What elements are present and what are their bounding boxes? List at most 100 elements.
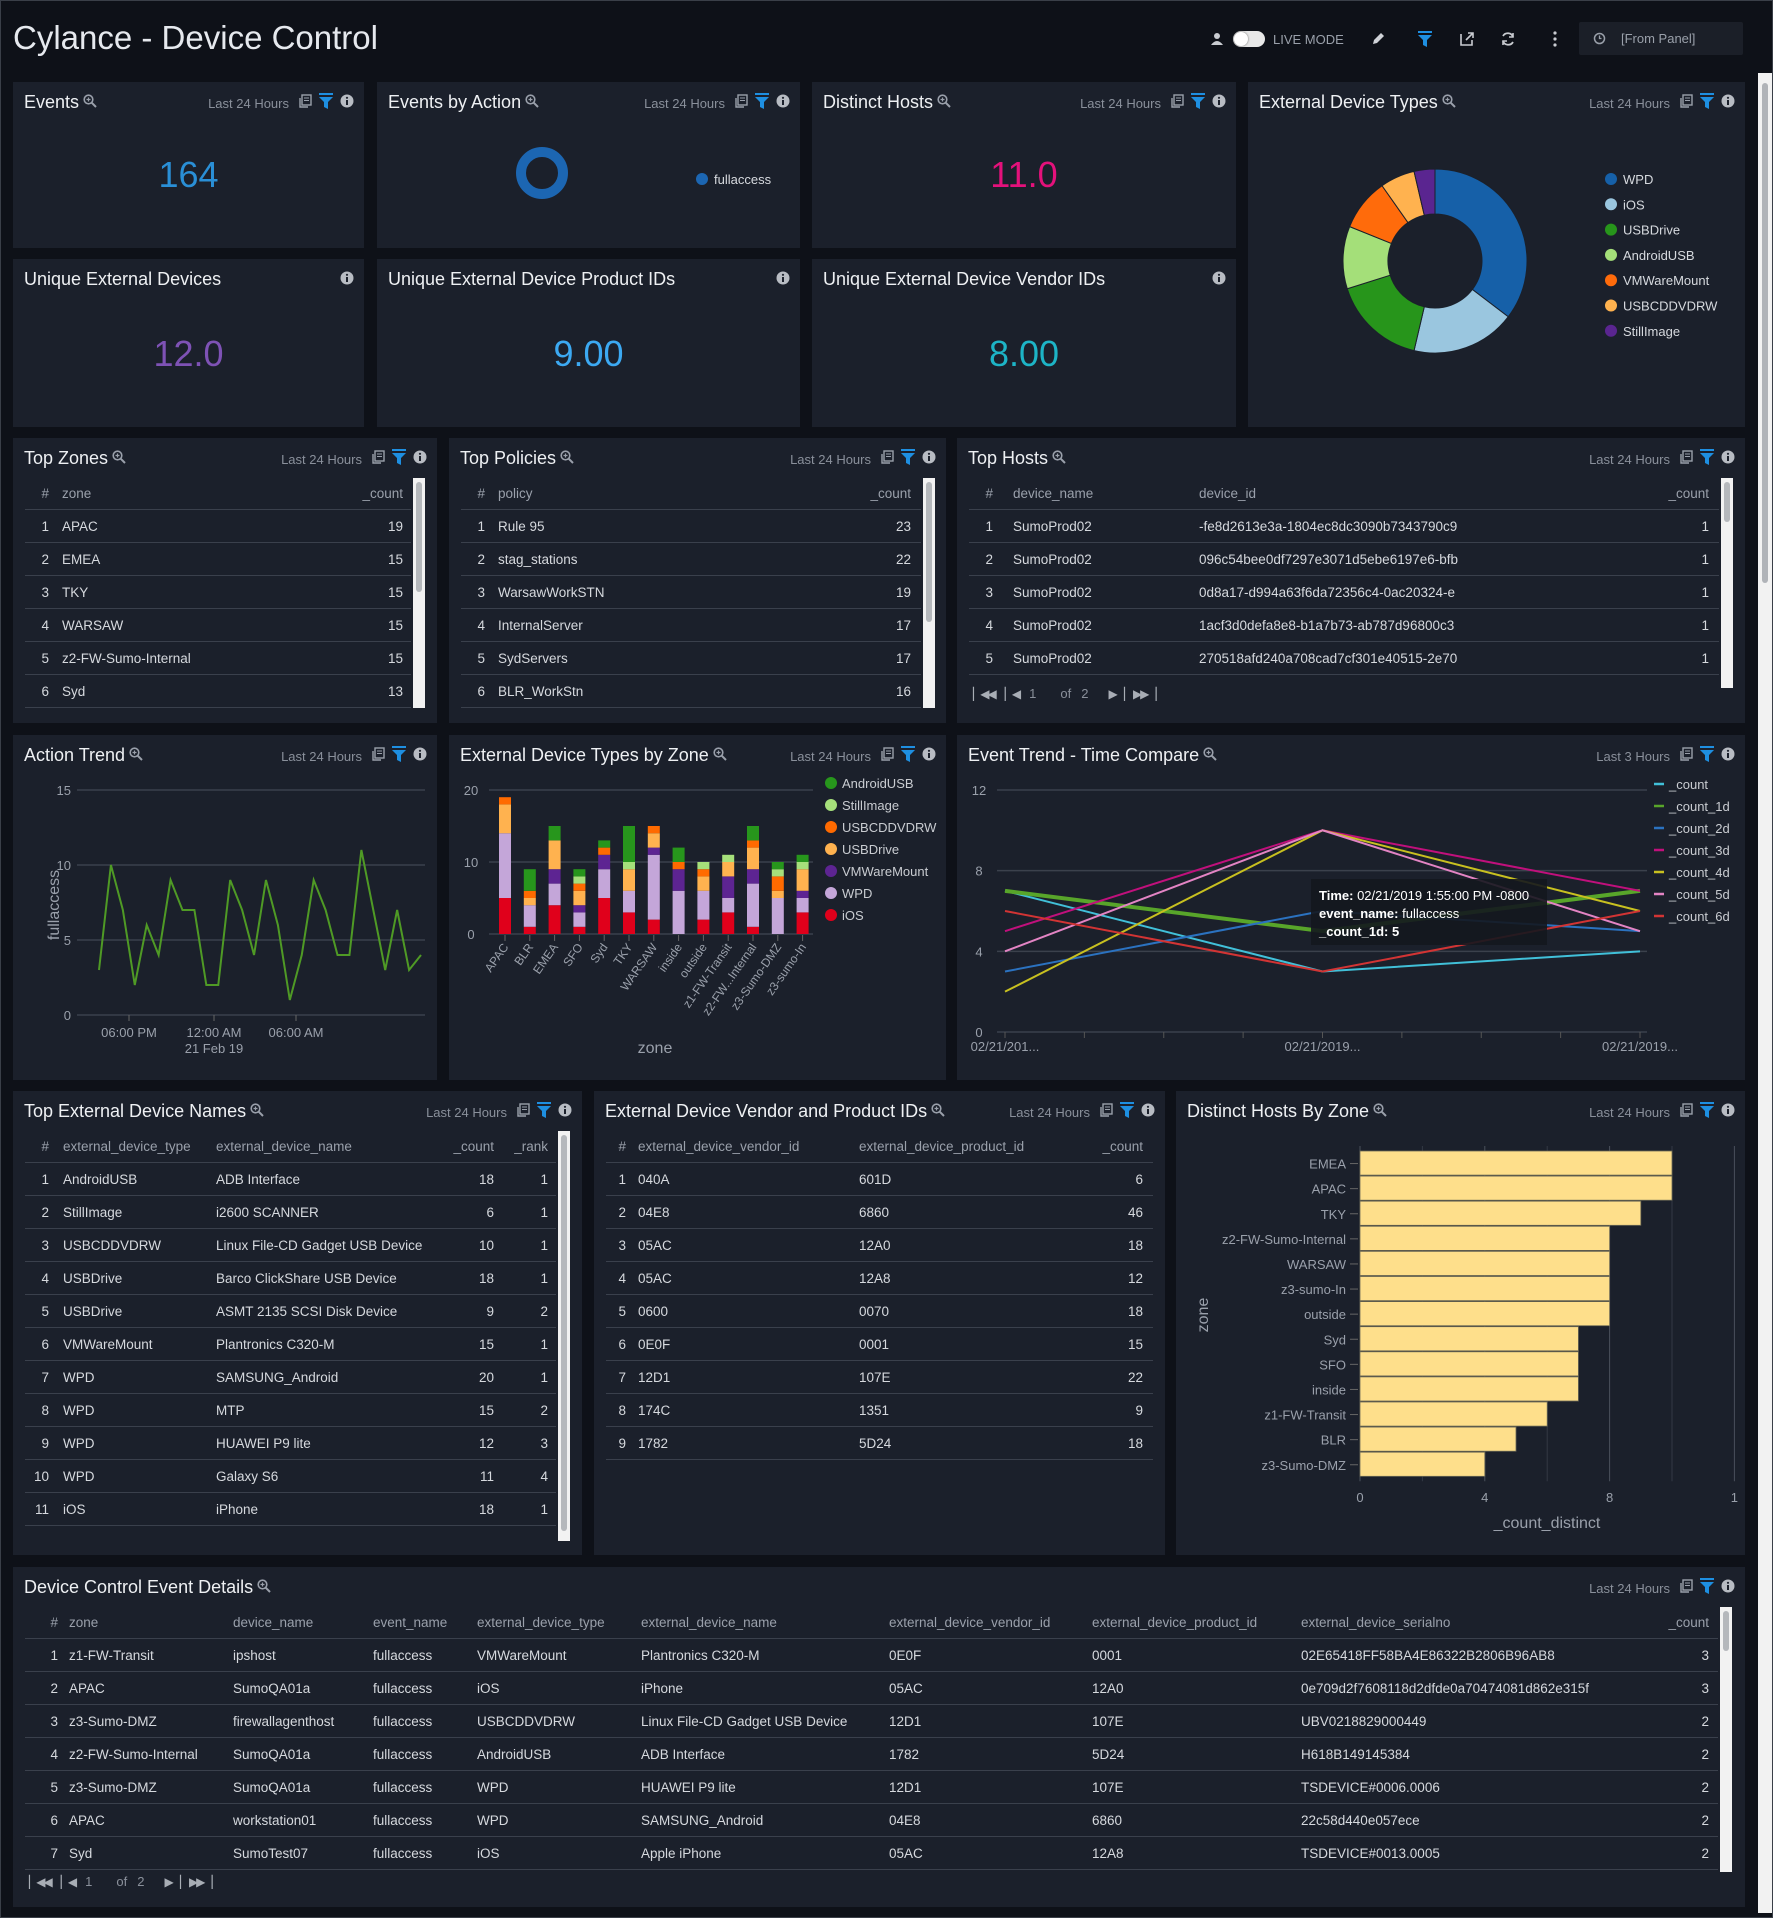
bar-segment[interactable] — [722, 862, 735, 877]
table-row[interactable]: 3 WarsawWorkSTN 19 — [461, 576, 921, 609]
bar[interactable] — [1359, 1175, 1673, 1201]
series-line[interactable] — [98, 849, 422, 1001]
bar-segment[interactable] — [523, 926, 536, 934]
pie-slice[interactable] — [1413, 168, 1436, 216]
bar-segment[interactable] — [499, 804, 511, 834]
info-icon[interactable] — [1721, 94, 1735, 113]
bar-segment[interactable] — [548, 883, 561, 906]
bar-segment[interactable] — [697, 890, 710, 920]
table-row[interactable]: 6 Syd 13 — [25, 675, 411, 708]
info-icon[interactable] — [1141, 1103, 1155, 1122]
table-row[interactable]: 4 USBDrive Barco ClickShare USB Device 18 1 — [25, 1262, 556, 1295]
bar-segment[interactable] — [672, 890, 685, 934]
table-row[interactable]: 2 04E8 6860 46 — [606, 1196, 1153, 1229]
bar-segment[interactable] — [573, 876, 586, 884]
bar-segment[interactable] — [548, 905, 561, 934]
column-header[interactable]: external_device_serialno — [1301, 1615, 1451, 1630]
more-options-icon[interactable] — [1544, 28, 1566, 50]
zoom-in-icon[interactable] — [560, 448, 574, 469]
info-icon[interactable] — [1721, 450, 1735, 469]
bar-segment[interactable] — [771, 890, 784, 898]
bar-segment[interactable] — [573, 890, 586, 906]
column-header[interactable]: external_device_vendor_id — [638, 1139, 800, 1154]
bar-segment[interactable] — [747, 840, 759, 848]
bar-segment[interactable] — [523, 905, 536, 927]
panel-time-range[interactable]: Last 24 Hours — [1080, 95, 1161, 111]
table-scrollbar[interactable] — [1720, 1607, 1732, 1872]
bar-segment[interactable] — [672, 869, 685, 891]
copy-icon[interactable] — [1679, 746, 1693, 766]
zoom-in-icon[interactable] — [931, 1101, 945, 1122]
table-scrollbar-thumb[interactable] — [1724, 482, 1730, 522]
copy-icon[interactable] — [880, 449, 894, 469]
table-row[interactable]: 9 1782 5D24 18 — [606, 1427, 1153, 1460]
bar-segment[interactable] — [722, 854, 735, 862]
zoom-in-icon[interactable] — [129, 745, 143, 766]
last-page-icon[interactable]: ▶▶▕ — [188, 1874, 213, 1889]
zoom-in-icon[interactable] — [257, 1577, 271, 1598]
bar-segment[interactable] — [598, 869, 611, 898]
bar-segment[interactable] — [573, 883, 586, 891]
panel-time-range[interactable]: Last 24 Hours — [1009, 1104, 1090, 1120]
bar-segment[interactable] — [499, 898, 511, 934]
column-header[interactable]: _count — [362, 486, 403, 501]
column-header[interactable]: device_id — [1199, 486, 1257, 501]
column-header[interactable]: external_device_name — [216, 1139, 352, 1154]
next-page-icon[interactable]: ▶▕ — [164, 1874, 181, 1889]
bar-segment[interactable] — [747, 847, 759, 870]
table-row[interactable]: 10 WPD Galaxy S6 11 4 — [25, 1460, 556, 1493]
copy-icon[interactable] — [1099, 1102, 1113, 1122]
live-mode-toggle[interactable] — [1233, 31, 1265, 47]
table-row[interactable]: 8 WPD MTP 15 2 — [25, 1394, 556, 1427]
bar-segment[interactable] — [796, 854, 809, 862]
bar-segment[interactable] — [548, 826, 561, 841]
filter-icon[interactable] — [1700, 1101, 1714, 1123]
table-row[interactable]: 3 z3-Sumo-DMZ firewallagenthost fullaccess U… — [25, 1705, 1718, 1738]
bar-segment[interactable] — [722, 876, 735, 898]
bar-segment[interactable] — [697, 869, 710, 877]
bar-segment[interactable] — [573, 926, 586, 934]
bar[interactable] — [1359, 1426, 1517, 1452]
filter-icon[interactable] — [319, 92, 333, 114]
table-row[interactable]: 2 stag_stations 22 — [461, 543, 921, 576]
bar-segment[interactable] — [647, 919, 660, 934]
table-row[interactable]: 5 USBDrive ASMT 2135 SCSI Disk Device 9 2 — [25, 1295, 556, 1328]
info-icon[interactable] — [1721, 747, 1735, 766]
bar[interactable] — [1359, 1401, 1548, 1427]
share-icon[interactable] — [1456, 28, 1478, 50]
column-header[interactable]: _count — [1102, 1139, 1143, 1154]
zoom-in-icon[interactable] — [112, 448, 126, 469]
info-icon[interactable] — [1212, 271, 1226, 290]
zoom-in-icon[interactable] — [1052, 448, 1066, 469]
page-scrollbar[interactable] — [1758, 73, 1772, 1913]
pie-slice[interactable] — [1346, 274, 1425, 352]
table-row[interactable]: 1 040A 601D 6 — [606, 1163, 1153, 1196]
bar-segment[interactable] — [623, 869, 635, 891]
bar-segment[interactable] — [697, 862, 710, 870]
copy-icon[interactable] — [371, 746, 385, 766]
bar-segment[interactable] — [523, 869, 536, 891]
bar-segment[interactable] — [598, 898, 611, 934]
info-icon[interactable] — [776, 94, 790, 113]
bar-segment[interactable] — [722, 912, 735, 934]
column-header[interactable]: device_name — [233, 1615, 314, 1630]
filter-icon[interactable] — [1700, 448, 1714, 470]
table-row[interactable]: 3 TKY 15 — [25, 576, 411, 609]
table-row[interactable]: 6 VMWareMount Plantronics C320-M 15 1 — [25, 1328, 556, 1361]
current-page[interactable]: 1 — [1029, 686, 1037, 701]
copy-icon[interactable] — [371, 449, 385, 469]
column-header[interactable]: # — [41, 1139, 49, 1154]
bar-segment[interactable] — [647, 847, 660, 855]
panel-time-range[interactable]: Last 24 Hours — [281, 451, 362, 467]
table-scrollbar-thumb[interactable] — [1723, 1611, 1729, 1651]
panel-time-range[interactable]: Last 24 Hours — [1589, 1104, 1670, 1120]
bar[interactable] — [1359, 1150, 1673, 1176]
info-icon[interactable] — [1721, 1103, 1735, 1122]
bar-segment[interactable] — [771, 876, 784, 891]
bar-segment[interactable] — [647, 833, 660, 848]
column-header[interactable]: external_device_vendor_id — [889, 1615, 1051, 1630]
filter-icon[interactable] — [537, 1101, 551, 1123]
bar[interactable] — [1359, 1351, 1579, 1377]
info-icon[interactable] — [340, 94, 354, 113]
panel-time-range[interactable]: Last 24 Hours — [281, 748, 362, 764]
